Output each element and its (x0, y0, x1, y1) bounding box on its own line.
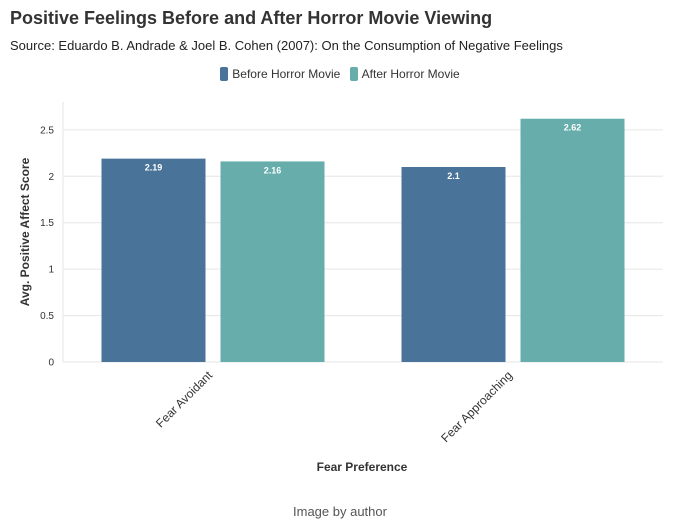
x-tick-label: Fear Approaching (438, 368, 515, 445)
y-tick-label: 0.5 (40, 311, 54, 322)
x-axis-category-labels: Fear Avoidant Fear Approaching (153, 368, 515, 445)
legend-label-after: After Horror Movie (361, 67, 460, 81)
legend-item-after[interactable]: After Horror Movie (349, 67, 460, 81)
bar-data-label: 2.19 (145, 163, 163, 173)
y-tick-label: 0 (48, 358, 54, 369)
image-caption: Image by author (293, 504, 387, 519)
bar (220, 161, 325, 362)
y-axis-ticks: 0 0.5 1 1.5 2 2.5 (40, 125, 54, 368)
chart-subtitle: Source: Eduardo B. Andrade & Joel B. Coh… (10, 38, 563, 53)
bar-data-label: 2.16 (264, 165, 282, 175)
y-tick-label: 1 (48, 265, 54, 276)
legend: Before Horror Movie After Horror Movie (0, 67, 680, 84)
x-axis-title: Fear Preference (317, 460, 408, 474)
chart-title: Positive Feelings Before and After Horro… (10, 8, 493, 28)
legend-item-before[interactable]: Before Horror Movie (220, 67, 340, 81)
bar (401, 167, 506, 362)
y-tick-label: 2.5 (40, 125, 54, 136)
bar-data-label: 2.62 (564, 123, 582, 133)
bar-data-label: 2.1 (447, 171, 460, 181)
bar-chart: 0 0.5 1 1.5 2 2.5 2.19 2.16 2.1 2.62 Fear Avoida… (18, 102, 663, 474)
bar-data-labels: 2.19 2.16 2.1 2.62 (145, 123, 582, 181)
bar (520, 118, 625, 362)
legend-swatch-after (349, 67, 358, 81)
legend-swatch-before (220, 67, 229, 81)
y-tick-label: 2 (48, 172, 54, 183)
bar (101, 158, 206, 362)
legend-label-before: Before Horror Movie (232, 67, 341, 81)
bars (101, 118, 625, 362)
y-tick-label: 1.5 (40, 218, 54, 229)
y-axis-title: Avg. Positive Affect Score (18, 157, 32, 306)
x-tick-label: Fear Avoidant (153, 368, 216, 431)
